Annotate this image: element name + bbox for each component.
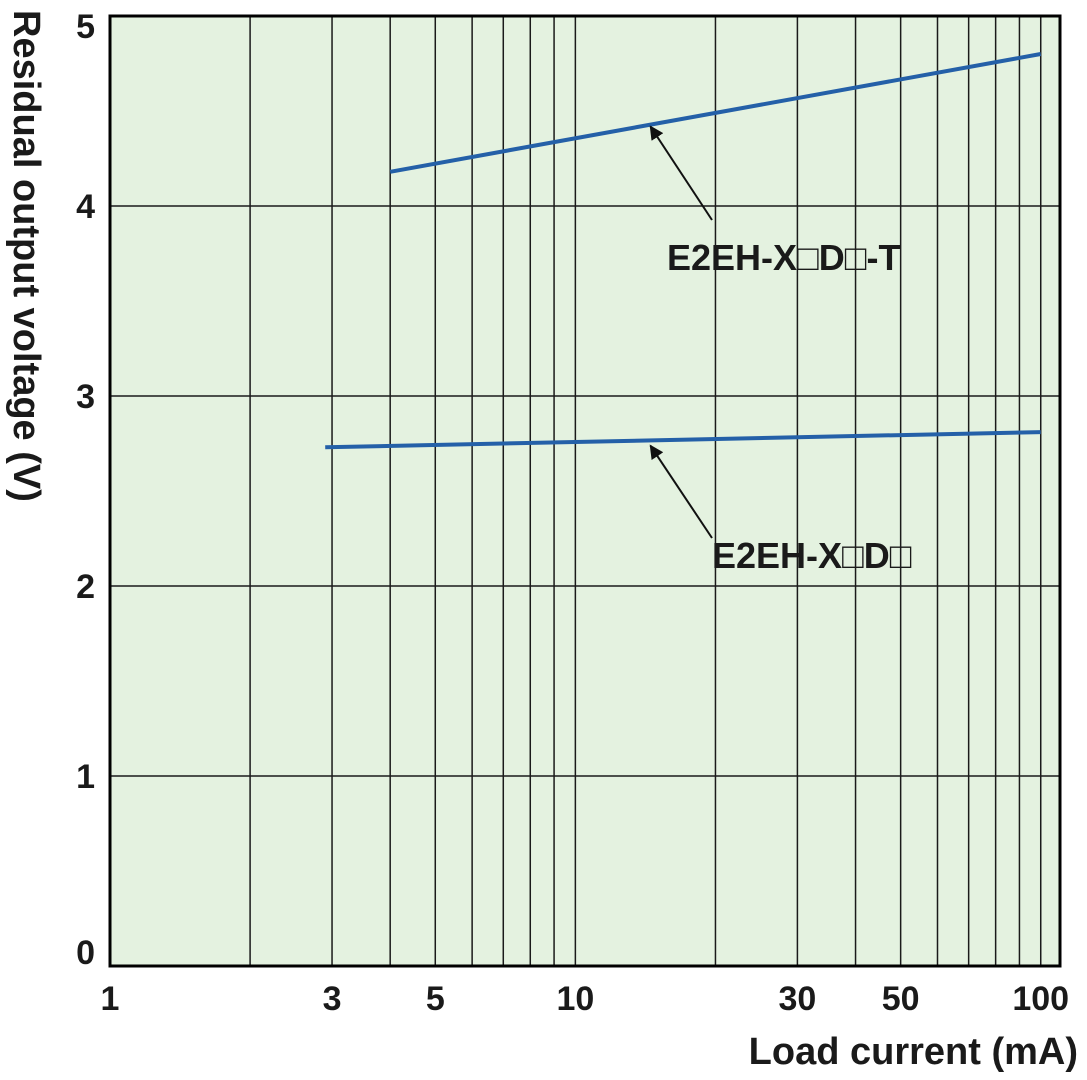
x-tick-label: 30 bbox=[778, 980, 816, 1018]
y-tick-label: 0 bbox=[76, 934, 95, 972]
y-tick-label: 3 bbox=[76, 378, 95, 416]
y-tick-label: 5 bbox=[76, 8, 95, 46]
y-tick-label: 2 bbox=[76, 568, 95, 606]
x-tick-label: 1 bbox=[101, 980, 120, 1018]
x-axis-title: Load current (mA) bbox=[749, 1031, 1078, 1073]
y-tick-label: 4 bbox=[76, 188, 95, 226]
annotation-label-2: E2EH-X□D□ bbox=[712, 535, 912, 576]
plot-background bbox=[110, 16, 1060, 966]
x-tick-label: 50 bbox=[882, 980, 920, 1018]
x-tick-label: 5 bbox=[426, 980, 445, 1018]
x-tick-label: 3 bbox=[323, 980, 342, 1018]
x-tick-label: 10 bbox=[556, 980, 594, 1018]
y-axis-title: Residual output voltage (V) bbox=[5, 10, 47, 502]
x-tick-label: 100 bbox=[1012, 980, 1069, 1018]
y-tick-label: 1 bbox=[76, 758, 95, 796]
annotation-label-1: E2EH-X□D□-T bbox=[667, 237, 901, 278]
